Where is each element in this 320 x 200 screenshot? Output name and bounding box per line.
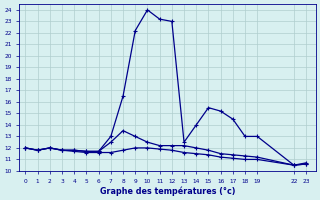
X-axis label: Graphe des températures (°c): Graphe des températures (°c) (100, 186, 235, 196)
